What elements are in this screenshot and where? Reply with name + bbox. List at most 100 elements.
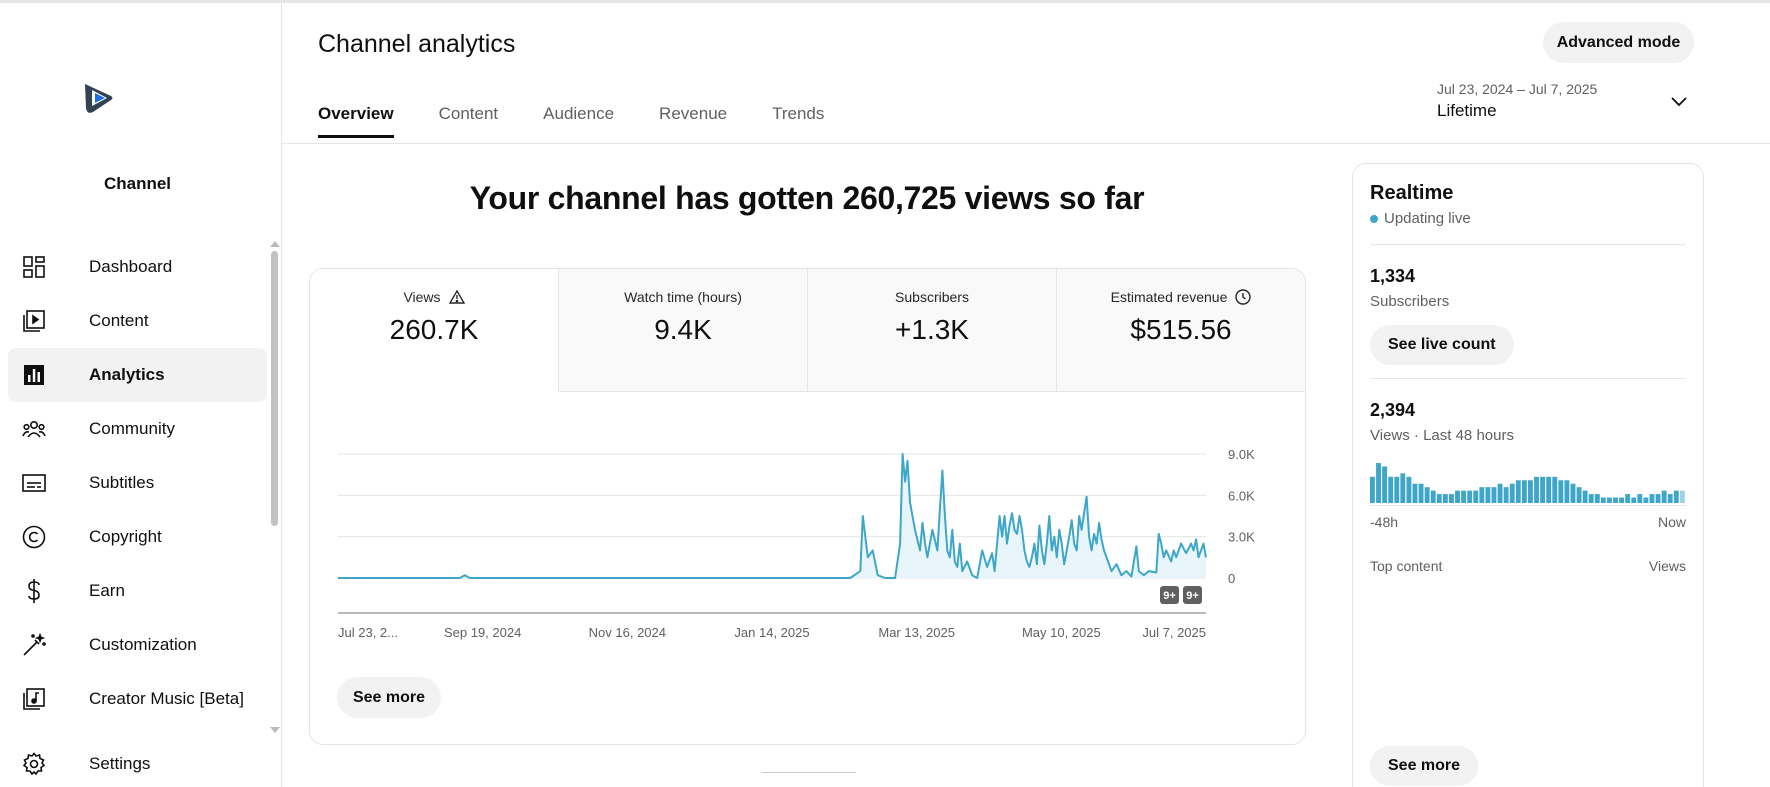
realtime-axis-end: Now <box>1657 514 1686 530</box>
realtime-bar[interactable] <box>1479 487 1485 503</box>
realtime-bar[interactable] <box>1515 480 1521 503</box>
realtime-bar[interactable] <box>1442 494 1448 503</box>
creator-music-icon <box>22 687 46 711</box>
sidebar-item-creator-music[interactable]: Creator Music [Beta] <box>8 672 267 726</box>
realtime-bar[interactable] <box>1546 476 1552 503</box>
clock-icon[interactable] <box>1235 289 1252 305</box>
date-range-label: Lifetime <box>1437 101 1497 120</box>
realtime-bar[interactable] <box>1382 466 1388 503</box>
realtime-bar[interactable] <box>1467 490 1473 503</box>
realtime-bar[interactable] <box>1370 476 1375 503</box>
realtime-bar[interactable] <box>1613 497 1618 503</box>
realtime-bar[interactable] <box>1576 487 1582 503</box>
realtime-bar[interactable] <box>1430 490 1436 503</box>
realtime-bar[interactable] <box>1564 480 1570 503</box>
sidebar-item-copyright[interactable]: Copyright <box>8 510 267 564</box>
sidebar-item-content[interactable]: Content <box>8 294 267 348</box>
sidebar-item-label: Subtitles <box>89 473 155 492</box>
realtime-bar[interactable] <box>1619 497 1625 503</box>
realtime-bar[interactable] <box>1461 490 1467 503</box>
metric-label: Estimated revenue <box>1057 289 1305 305</box>
realtime-bar[interactable] <box>1449 494 1454 503</box>
tab-revenue[interactable]: Revenue <box>659 104 728 123</box>
realtime-bar[interactable] <box>1400 473 1406 503</box>
realtime-see-more-button[interactable]: See more <box>1370 746 1479 786</box>
realtime-bar[interactable] <box>1497 483 1503 503</box>
realtime-bar[interactable] <box>1570 483 1576 503</box>
realtime-bar[interactable] <box>1424 487 1430 503</box>
tab-trends[interactable]: Trends <box>772 104 825 123</box>
views-line <box>338 453 1207 579</box>
realtime-bar[interactable] <box>1528 480 1533 503</box>
realtime-bar[interactable] <box>1534 476 1539 503</box>
realtime-bar[interactable] <box>1455 490 1460 503</box>
community-icon <box>22 417 46 441</box>
channel-label[interactable]: Channel <box>103 174 172 193</box>
realtime-bar[interactable] <box>1582 490 1588 503</box>
realtime-bar[interactable] <box>1625 494 1631 503</box>
realtime-bar[interactable] <box>1607 497 1612 503</box>
realtime-bar[interactable] <box>1588 494 1594 503</box>
tab-overview[interactable]: Overview <box>318 104 394 138</box>
metric-subscribers[interactable]: Subscribers +1.3K <box>807 269 1056 392</box>
top-content-label: Top content <box>1370 558 1443 574</box>
realtime-bar[interactable] <box>1491 487 1497 503</box>
realtime-bar[interactable] <box>1418 483 1424 503</box>
sidebar-item-dashboard[interactable]: Dashboard <box>8 240 267 294</box>
chevron-down-icon <box>1671 97 1687 107</box>
sidebar-item-customization[interactable]: Customization <box>8 618 267 672</box>
realtime-bar[interactable] <box>1540 476 1546 503</box>
realtime-bar[interactable] <box>1521 480 1527 503</box>
see-more-button[interactable]: See more <box>337 677 441 718</box>
scroll-up-arrow[interactable] <box>270 241 280 247</box>
copyright-icon <box>22 525 46 549</box>
realtime-bar[interactable] <box>1649 494 1655 503</box>
sidebar-item-label: Settings <box>89 754 151 773</box>
realtime-bar[interactable] <box>1631 497 1637 503</box>
tab-content[interactable]: Content <box>438 104 499 123</box>
realtime-bar[interactable] <box>1473 490 1479 503</box>
realtime-bar[interactable] <box>1637 494 1643 503</box>
metric-value: 260.7K <box>389 314 479 345</box>
analytics-icon <box>22 363 46 387</box>
realtime-bar[interactable] <box>1558 480 1564 503</box>
sidebar-item-settings[interactable]: Settings <box>8 737 267 787</box>
realtime-bar[interactable] <box>1600 497 1606 503</box>
date-range-picker[interactable]: Jul 23, 2024 – Jul 7, 2025 Lifetime <box>1437 81 1697 127</box>
tab-audience[interactable]: Audience <box>543 104 615 123</box>
see-live-count-button[interactable]: See live count <box>1370 325 1514 365</box>
metric-estimated-revenue[interactable]: Estimated revenue $515.56 <box>1056 269 1305 392</box>
realtime-bar[interactable] <box>1661 490 1667 503</box>
realtime-bar[interactable] <box>1412 483 1418 503</box>
page-title: Channel analytics <box>318 30 516 58</box>
realtime-bar[interactable] <box>1643 497 1649 503</box>
realtime-bar[interactable] <box>1673 490 1679 503</box>
realtime-bar[interactable] <box>1509 483 1515 503</box>
sidebar-item-community[interactable]: Community <box>8 402 267 456</box>
realtime-bar[interactable] <box>1388 476 1394 503</box>
realtime-bar[interactable] <box>1406 476 1412 503</box>
scroll-down-arrow[interactable] <box>270 727 280 733</box>
realtime-bar[interactable] <box>1667 494 1673 503</box>
realtime-bar[interactable] <box>1655 494 1661 503</box>
metric-value: +1.3K <box>895 314 969 345</box>
metric-views[interactable]: Views 260.7K <box>310 269 558 392</box>
warning-icon[interactable] <box>448 290 465 304</box>
realtime-bar[interactable] <box>1594 494 1600 503</box>
realtime-bar[interactable] <box>1394 476 1400 503</box>
metric-watch-time[interactable]: Watch time (hours) 9.4K <box>558 269 807 392</box>
realtime-bar[interactable] <box>1679 490 1685 503</box>
realtime-bar[interactable] <box>1376 463 1381 503</box>
realtime-bar[interactable] <box>1503 487 1509 503</box>
realtime-bar[interactable] <box>1436 494 1442 503</box>
advanced-mode-button[interactable]: Advanced mode <box>1543 22 1694 63</box>
sidebar-item-earn[interactable]: Earn <box>8 564 267 618</box>
sidebar-item-subtitles[interactable]: Subtitles <box>8 456 267 510</box>
channel-logo-icon[interactable] <box>81 80 117 116</box>
live-dot-icon <box>1370 214 1378 223</box>
sidebar-item-analytics[interactable]: Analytics <box>8 348 267 402</box>
sidebar-scrollbar[interactable] <box>271 251 278 526</box>
earn-icon <box>22 579 46 603</box>
realtime-bar[interactable] <box>1552 476 1558 503</box>
realtime-bar[interactable] <box>1485 487 1491 503</box>
